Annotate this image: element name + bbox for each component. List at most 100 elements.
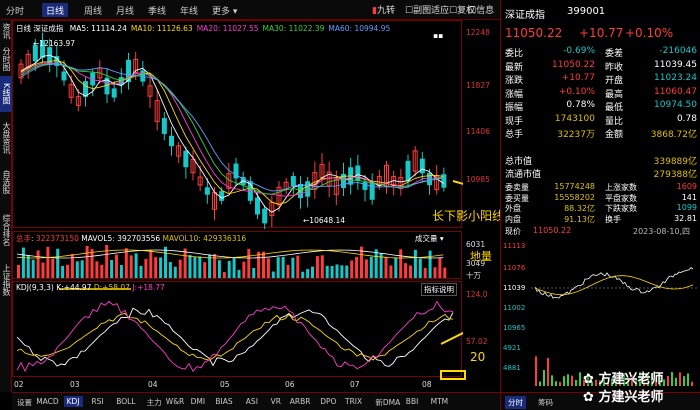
month-label: 02	[14, 380, 24, 389]
quote-value: 11039.45	[654, 59, 697, 70]
kdj-j: +18.77	[137, 283, 165, 292]
mini-volume-bar	[607, 381, 609, 386]
tab-monthly[interactable]: 月线	[116, 7, 135, 17]
volume-dropdown[interactable]: 成交量 ▾	[415, 234, 444, 243]
quote-price: 11050.22	[505, 26, 563, 40]
mavol10-label: MAVOL10	[162, 234, 199, 243]
adjust-button[interactable]: ☐复权	[449, 3, 475, 16]
volume-bar	[51, 258, 55, 278]
volume-bar	[183, 248, 187, 278]
tab-mini-intraday[interactable]: 分时	[505, 396, 526, 409]
tab-more-label: 更多	[212, 7, 231, 17]
sidebar-item-ranking[interactable]: 综合排名	[2, 214, 11, 246]
sidebar-item-intraday[interactable]: 分时图	[2, 47, 11, 71]
kdj-pane[interactable]: KDJ(9,3,3) K:+44.97 D:+58.07 J:+18.77 指标…	[12, 281, 463, 377]
tab-daily[interactable]: 日线	[42, 3, 69, 17]
tab-indicator-trix[interactable]: TRIX	[345, 397, 363, 406]
volume-bar	[384, 256, 388, 278]
volume-bar	[237, 269, 241, 278]
quote-row: 振幅 0.78% 最低 10974.50	[505, 100, 699, 113]
volume-bar	[66, 264, 69, 278]
volume-bar	[335, 264, 339, 278]
quote-label: 最高	[605, 89, 624, 100]
volume-bar	[257, 251, 261, 278]
tab-indicator-bias[interactable]: BIAS	[215, 397, 233, 406]
quote-label: 涨跌	[505, 76, 524, 86]
subchart-fit-button[interactable]: ☐副图适应	[405, 3, 449, 16]
mini-tick: 11039	[503, 284, 525, 292]
kline-pane[interactable]: 日线 深证成指 MA5: 11114.24 MA10: 11126.63 MA20:…	[12, 20, 463, 229]
tab-indicator-mtm[interactable]: MTM	[430, 397, 449, 406]
quote-value: 11060.47	[654, 86, 697, 97]
ma-line	[20, 59, 444, 205]
mini-volume-bar	[663, 379, 665, 386]
volume-bar	[149, 249, 153, 278]
watermark-2: ✿ 方建兴老师	[583, 386, 663, 405]
adjust-label: 复权	[457, 6, 476, 16]
info-button[interactable]: ☐信息	[468, 3, 494, 16]
tab-indicator-vr[interactable]: VR	[270, 397, 281, 406]
tab-yearly[interactable]: 年线	[180, 7, 199, 17]
tab-more[interactable]: 更多 ▾	[212, 7, 238, 17]
quote-value: 32237万	[557, 130, 595, 140]
period-toolbar: 分时 日线 周线 月线 季线 年线 更多 ▾ ▮九转 ☐副图适应 ☐复权 ☐信息	[0, 0, 500, 20]
quote-value: 1099	[676, 203, 697, 212]
mini-volume-bar	[571, 375, 573, 386]
quote-label: 最新	[505, 62, 524, 73]
mini-volume-bar	[651, 372, 653, 386]
volume-bar	[36, 250, 40, 278]
tab-weekly[interactable]: 周线	[84, 7, 103, 17]
sidebar-item-market-news[interactable]: 大盘资讯	[2, 122, 11, 154]
tab-indicator-rsi[interactable]: RSI	[91, 397, 104, 406]
tab-indicator-boll[interactable]: BOLL	[116, 397, 136, 406]
candle-body	[111, 88, 117, 98]
tab-indicator-设置[interactable]: 设置	[17, 398, 32, 407]
ma-line	[20, 63, 444, 192]
mini-avg-line	[534, 275, 694, 295]
mini-tick: 4921	[503, 344, 521, 352]
tab-indicator-arbr[interactable]: ARBR	[289, 397, 311, 406]
tab-indicator-bbi[interactable]: BBI	[405, 397, 419, 406]
volume-bar	[418, 258, 422, 278]
mavol5-label: MAVOL5	[81, 234, 113, 243]
tab-indicator-主力[interactable]: 主力	[146, 398, 162, 407]
tab-chips[interactable]: 筹码	[538, 398, 553, 407]
tab-indicator-dmi[interactable]: DMI	[190, 397, 206, 406]
tab-indicator-kdj[interactable]: KDJ	[63, 396, 83, 407]
candle-body	[176, 145, 182, 157]
tab-indicator-新dma[interactable]: 新DMA	[375, 398, 401, 407]
candle-body	[233, 163, 239, 179]
watermark-icon: ✿	[583, 390, 594, 405]
tab-intraday[interactable]: 分时	[6, 7, 25, 17]
tab-indicator-macd[interactable]: MACD	[36, 397, 59, 406]
kline-chart	[18, 32, 463, 229]
volume-bar	[423, 267, 427, 278]
nine-turn-button[interactable]: ▮九转	[372, 3, 395, 16]
volume-bar	[80, 260, 84, 278]
volume-bar	[374, 249, 378, 278]
sidebar-item-kline[interactable]: K线图	[0, 76, 12, 112]
mini-label: 现价	[505, 227, 521, 236]
quote-row: 涨跌 +10.77 开盘 11023.24	[505, 73, 699, 86]
high-marker-value: 12163.97	[39, 39, 76, 48]
quote-label: 涨幅	[505, 89, 524, 100]
close-pane-icon[interactable]: ▪▪	[433, 31, 444, 40]
tab-quarterly[interactable]: 季线	[148, 7, 167, 17]
tab-indicator-w&r[interactable]: W&R	[165, 397, 185, 406]
volume-bar	[301, 271, 305, 278]
indicator-help-button[interactable]: 指标说明	[421, 283, 457, 296]
sidebar-item-shanghai-index[interactable]: 上证指数	[2, 264, 11, 296]
volume-bar	[115, 254, 118, 278]
volume-bar	[379, 253, 383, 278]
tab-indicator-dpo[interactable]: DPO	[320, 397, 337, 406]
tab-indicator-asi[interactable]: ASI	[245, 397, 258, 406]
quote-row: 最新 11050.22 昨收 11039.45	[505, 60, 699, 73]
sidebar-item-watchlist[interactable]: 自选股	[2, 170, 11, 194]
mini-volume-bar	[639, 372, 641, 386]
sidebar-item-news[interactable]: 资讯	[2, 23, 11, 39]
kdj-d: +58.07	[102, 283, 130, 292]
mini-volume-bar	[587, 372, 589, 386]
candle-body	[412, 150, 418, 172]
volume-bar	[75, 261, 79, 278]
volume-pane[interactable]: 总手: 322373150 MAVOL5: 392703556 MAVOL10:…	[12, 231, 462, 279]
